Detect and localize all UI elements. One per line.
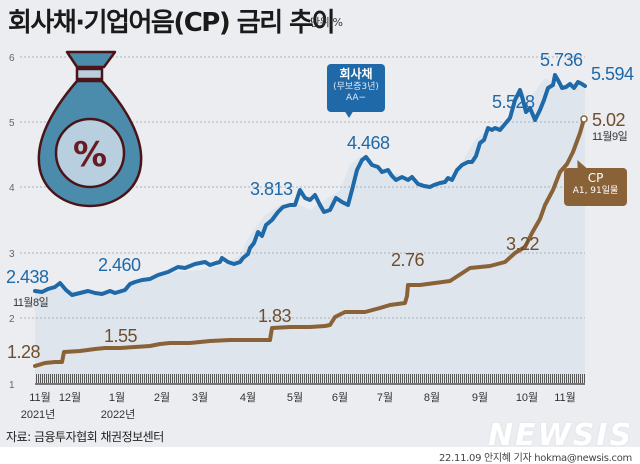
value-label-5528: 5.528 — [492, 92, 535, 112]
svg-text:3월: 3월 — [192, 391, 208, 404]
callout-series-name: CP — [587, 171, 604, 185]
plot-area-fill — [35, 78, 585, 384]
value-label-183: 1.83 — [258, 306, 292, 326]
value-label-502: 5.02 — [592, 110, 626, 130]
svg-text:1월: 1월 — [109, 391, 125, 404]
svg-text:5: 5 — [9, 118, 15, 129]
corporate-bond-rate-line — [33, 73, 587, 297]
value-label-2438: 2.438 — [6, 267, 49, 287]
value-label-4468: 4.468 — [347, 133, 390, 153]
value-label-2460: 2.460 — [98, 255, 141, 275]
source-text: 자료: 금융투자협회 채권정보센터 — [6, 430, 164, 444]
unit-label: 단위:% — [310, 16, 343, 29]
svg-text:4월: 4월 — [240, 391, 256, 404]
svg-text:1: 1 — [9, 380, 15, 391]
svg-text:3: 3 — [9, 249, 15, 260]
callout-series-term: A1, 91일물 — [572, 186, 619, 196]
cp-rate-line — [33, 117, 586, 368]
svg-text:2021년: 2021년 — [21, 408, 56, 421]
svg-text:5월: 5월 — [287, 391, 303, 404]
svg-text:6월: 6월 — [332, 391, 348, 404]
cp-end-marker — [580, 115, 588, 123]
value-label-5594: 5.594 — [591, 64, 634, 84]
x-axis-labels: 11월 12월 1월 2월 3월 4월 5월 6월 7월 8월 9월 10월 1… — [21, 391, 576, 421]
svg-text:4: 4 — [9, 183, 15, 194]
svg-text:7월: 7월 — [377, 391, 393, 404]
value-label-276: 2.76 — [391, 250, 425, 270]
callout-series-name: 회사채 — [339, 67, 373, 81]
cp-legend-callout: CP A1, 91일물 — [564, 168, 627, 206]
svg-text:11월: 11월 — [29, 391, 51, 404]
credit-text: 22.11.09 안지혜 기자 hokma@newsis.com — [439, 453, 632, 464]
svg-text:11월: 11월 — [554, 391, 576, 404]
newsis-logo: NEWSIS — [488, 418, 634, 453]
svg-text:2: 2 — [9, 314, 15, 325]
value-label-322: 3.22 — [506, 234, 540, 254]
value-label-5736: 5.736 — [540, 50, 583, 70]
svg-text:12월: 12월 — [59, 391, 81, 404]
y-axis-labels: 6 5 4 3 2 1 — [9, 53, 15, 391]
value-label-155: 1.55 — [104, 326, 138, 346]
svg-text:2022년: 2022년 — [101, 408, 136, 421]
callout-series-term: (무보증3년) — [333, 82, 379, 92]
x-axis-ticks — [35, 374, 585, 383]
svg-text:2월: 2월 — [154, 391, 170, 404]
svg-text:%: % — [73, 135, 107, 175]
corporate-bond-legend-callout: 회사채 (무보증3년) AA− — [327, 64, 385, 112]
value-label-3813: 3.813 — [250, 179, 293, 199]
chart-title: 회사채·기업어음(CP) 금리 추이 — [8, 8, 336, 38]
svg-text:8월: 8월 — [424, 391, 440, 404]
callout-pointer — [344, 110, 354, 118]
svg-text:6: 6 — [9, 53, 15, 64]
money-bag-percent-icon: % — [37, 50, 143, 208]
start-date-label: 11월8일 — [13, 295, 49, 309]
callout-series-rating: AA− — [345, 93, 367, 104]
svg-text:10월: 10월 — [516, 391, 538, 404]
svg-text:9월: 9월 — [472, 391, 488, 404]
end-date-label: 11월9일 — [592, 129, 628, 143]
value-label-128: 1.28 — [7, 342, 41, 362]
